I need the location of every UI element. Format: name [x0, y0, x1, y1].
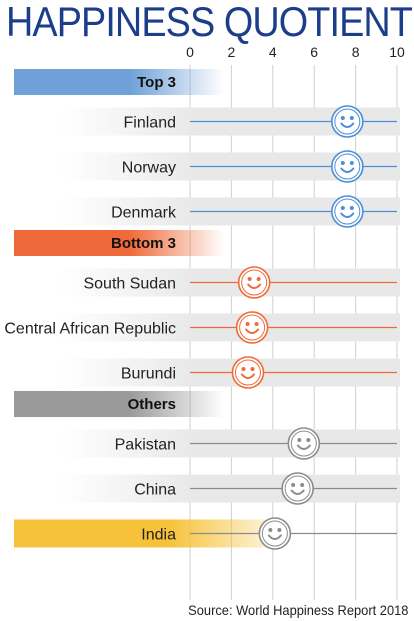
source-note: Source: World Happiness Report 2018 [187, 602, 408, 618]
row-label: South Sudan [83, 276, 176, 293]
row-label: Norway [122, 160, 176, 177]
smiley-marker-india [258, 517, 292, 550]
smiley-marker-finland [331, 105, 364, 138]
group-header-top-3 [14, 69, 224, 95]
x-tick-label: 4 [269, 44, 277, 60]
rows: Top 3 Finland Norway Denmark Bottom 3 South S… [4, 69, 400, 550]
smiley-marker-norway [331, 150, 364, 183]
x-tick-label: 6 [310, 44, 318, 60]
row-label: Central African Republic [4, 321, 176, 338]
smiley-marker-pakistan [287, 427, 321, 460]
group-label: Top 3 [137, 74, 176, 91]
row-label: Pakistan [115, 437, 176, 454]
smiley-marker-denmark [331, 195, 364, 228]
smiley-marker-central-african-republic [235, 311, 269, 344]
row-label: India [141, 527, 176, 544]
x-tick-label: 2 [228, 44, 236, 60]
smiley-marker-south-sudan [237, 266, 271, 299]
group-header-others [14, 391, 224, 417]
row-label: Finland [124, 115, 176, 132]
x-tick-label: 8 [352, 44, 360, 60]
smiley-marker-china [281, 472, 314, 505]
group-label: Others [128, 396, 176, 413]
row-label: Burundi [121, 366, 176, 383]
group-header-bottom-3 [14, 230, 224, 256]
row-label: China [134, 482, 176, 499]
x-tick-label: 0 [186, 44, 194, 60]
x-axis-ticks: 0 2 4 6 8 10 [186, 44, 405, 60]
x-tick-label: 10 [389, 44, 405, 60]
row-label: Denmark [111, 205, 177, 222]
chart-title: HAPPINESS QUOTIENT [6, 0, 413, 45]
smiley-marker-burundi [231, 356, 265, 389]
group-label: Bottom 3 [111, 235, 176, 252]
